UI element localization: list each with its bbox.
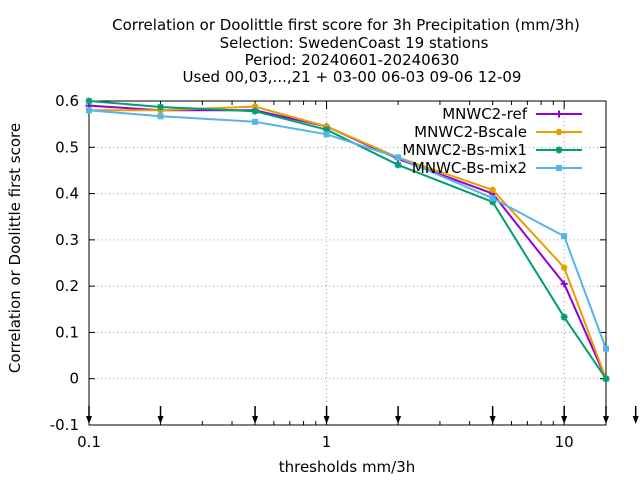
y-tick-label: 0.4 — [55, 185, 79, 203]
legend-label: MNWC2-ref — [442, 105, 527, 123]
threshold-arrow-head — [86, 416, 92, 424]
legend-entry-0: MNWC2-ref — [442, 105, 582, 123]
y-tick-label: 0.5 — [55, 138, 79, 156]
data-point — [560, 264, 568, 271]
x-tick-label: 0.1 — [77, 433, 101, 451]
legend-marker — [556, 165, 562, 171]
y-axis-label: Correlation or Doolittle first score — [6, 123, 24, 373]
data-point — [395, 154, 402, 161]
threshold-arrow-head — [395, 416, 402, 424]
data-point — [489, 198, 497, 206]
series-2 — [85, 97, 610, 383]
x-axis-label: thresholds mm/3h — [279, 458, 416, 476]
data-point — [85, 97, 93, 105]
y-tick-label: -0.1 — [50, 416, 79, 434]
plot-border — [88, 100, 607, 426]
title-line-1: Correlation or Doolittle first score for… — [112, 16, 580, 34]
data-point — [157, 103, 165, 111]
data-point — [560, 280, 568, 288]
data-series — [85, 97, 610, 383]
threshold-arrow-head — [252, 416, 259, 424]
y-tick-label: 0.1 — [55, 323, 79, 341]
title-line-4: Used 00,03,...,21 + 03-00 06-03 09-06 12… — [183, 68, 522, 86]
data-point — [489, 186, 496, 194]
data-point — [251, 103, 259, 110]
title-line-2: Selection: SwedenCoast 19 stations — [220, 34, 489, 52]
series-0 — [85, 102, 610, 383]
series-line — [89, 105, 607, 380]
axes — [88, 100, 607, 426]
data-point — [157, 113, 164, 120]
legend-entry-3: MNWC-Bs-mix2 — [412, 159, 582, 177]
legend: MNWC2-refMNWC2-BscaleMNWC2-Bs-mix1MNWC-B… — [402, 105, 582, 177]
data-point — [489, 195, 496, 202]
y-tick-label: 0.6 — [55, 92, 79, 110]
data-point — [561, 233, 568, 240]
threshold-arrow-head — [489, 416, 496, 424]
threshold-arrow-head — [323, 416, 330, 424]
tick-labels: -0.1 0 0.1 0.2 0.3 0.4 0.5 0.6 0.1 1 10 — [50, 92, 574, 451]
legend-marker — [555, 146, 563, 154]
data-point — [560, 313, 568, 321]
threshold-arrow-head — [632, 416, 639, 424]
y-tick-label: 0.2 — [55, 277, 79, 295]
data-point — [251, 107, 259, 115]
series-line — [88, 109, 607, 349]
title-line-3: Period: 20240601-20240630 — [245, 51, 460, 69]
legend-marker — [555, 110, 563, 118]
threshold-arrow-head — [561, 416, 568, 424]
data-point — [323, 126, 331, 134]
data-point — [252, 118, 259, 125]
legend-entry-1: MNWC2-Bscale — [414, 123, 582, 141]
series-line — [88, 100, 607, 380]
data-point — [603, 345, 609, 352]
series-line — [88, 104, 607, 380]
data-point — [323, 131, 330, 138]
data-point — [602, 375, 610, 383]
threshold-markers — [86, 406, 639, 424]
grid — [89, 101, 606, 425]
x-tick-label: 1 — [322, 433, 332, 451]
y-tick-label: 0.3 — [55, 231, 79, 249]
y-tick-label: 0 — [69, 370, 79, 388]
legend-label: MNWC2-Bs-mix1 — [402, 141, 527, 159]
data-point — [86, 107, 92, 114]
x-tick-label: 10 — [555, 433, 574, 451]
series-3 — [86, 107, 609, 352]
threshold-arrow-head — [603, 416, 609, 424]
legend-marker — [555, 128, 563, 136]
threshold-arrow-head — [157, 416, 164, 424]
legend-label: MNWC2-Bscale — [414, 123, 527, 141]
legend-entry-2: MNWC2-Bs-mix1 — [402, 141, 582, 159]
legend-label: MNWC-Bs-mix2 — [412, 159, 527, 177]
data-point — [394, 161, 402, 169]
chart-title: Correlation or Doolittle first score for… — [112, 16, 580, 86]
